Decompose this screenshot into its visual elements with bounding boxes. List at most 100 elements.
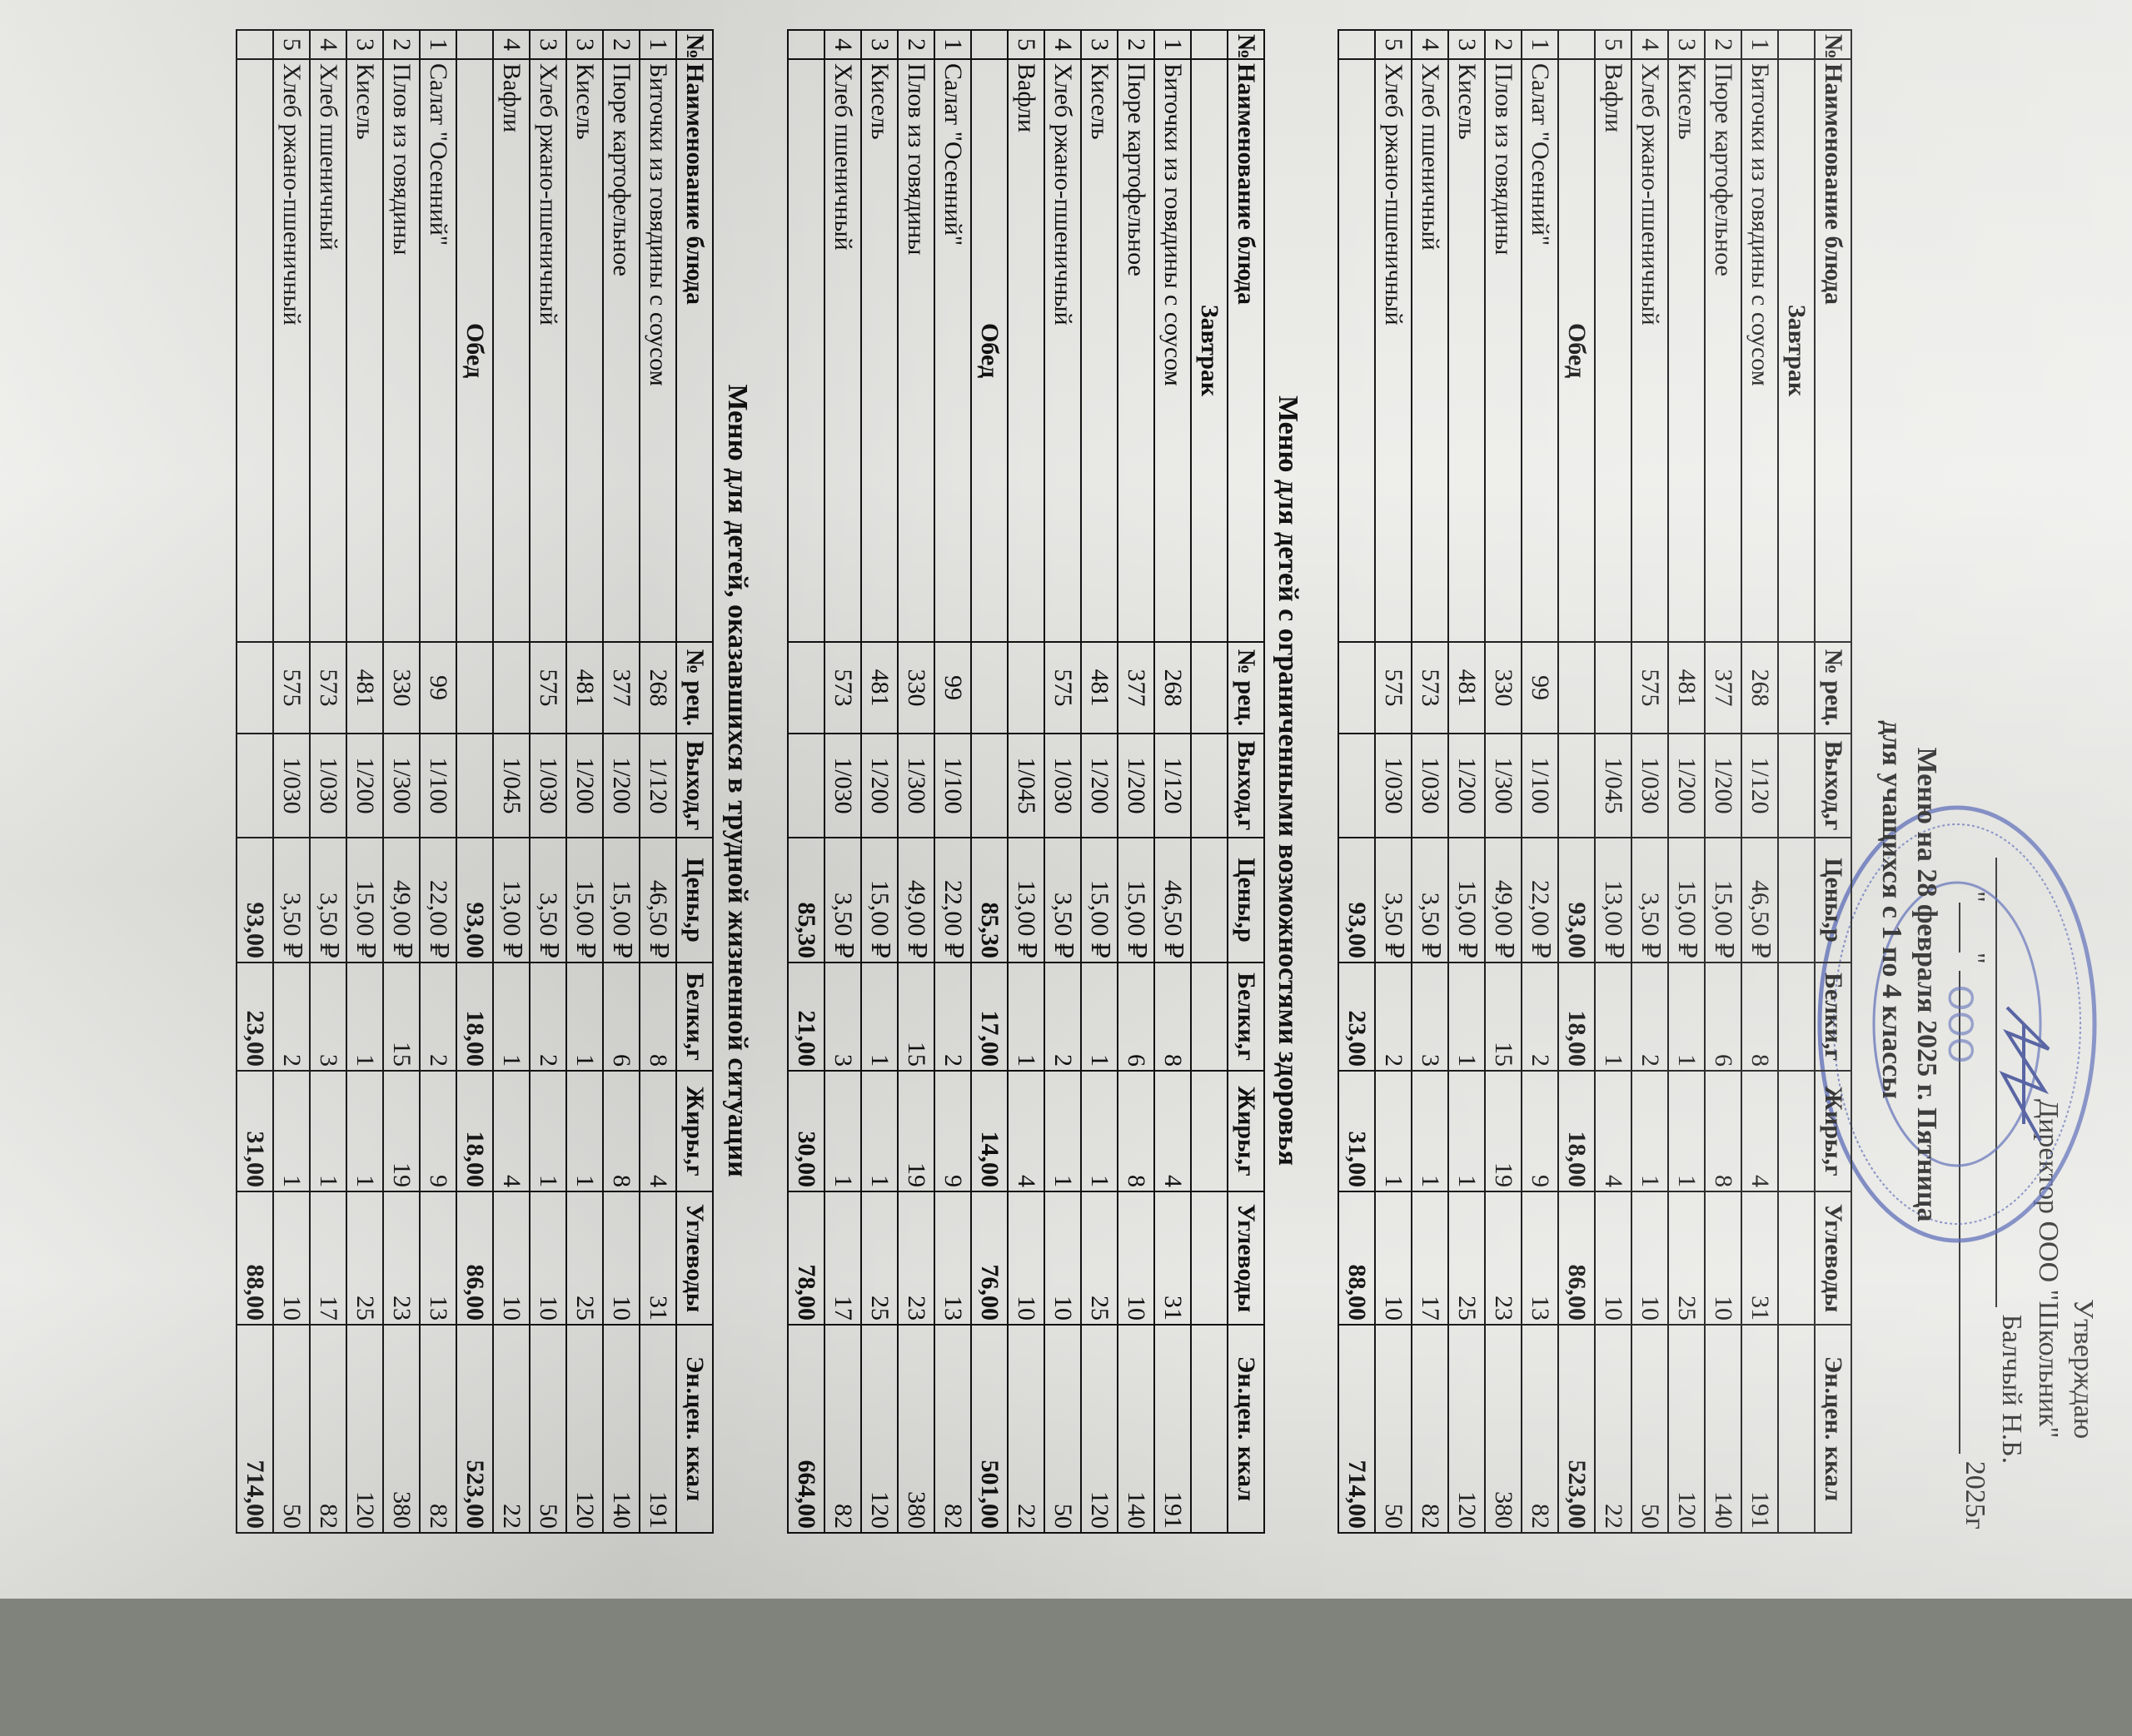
cell-fats: 14,00 bbox=[971, 1071, 1008, 1191]
cell-proteins bbox=[1778, 963, 1815, 1071]
table-row: 5 Вафли 1/045 13,00 ₽1 4 10 22 bbox=[1008, 30, 1044, 1533]
cell-fats: 4 bbox=[1008, 1071, 1044, 1191]
table-row: 2 Пюре картофельное 377 1/200 15,00 ₽6 8 10 140 bbox=[1118, 30, 1154, 1533]
cell-proteins: 8 bbox=[1154, 963, 1191, 1071]
cell-dish-name: Кисель bbox=[1081, 59, 1118, 642]
table-row: 1 Салат "Осенний" 99 1/100 22,00 ₽2 9 13 82 bbox=[1522, 30, 1558, 1533]
cell-proteins: 2 bbox=[420, 963, 456, 1071]
table-row: 5 Хлеб ржано-пшеничный 575 1/030 3,50 ₽2 1 10 5… bbox=[1375, 30, 1412, 1533]
cell-energy: 50 bbox=[530, 1325, 566, 1533]
cell-price: 3,50 ₽ bbox=[1631, 838, 1668, 963]
cell-fats: 1 bbox=[1631, 1071, 1668, 1191]
cell-price: 15,00 ₽ bbox=[1448, 838, 1485, 963]
cell-dish-name: Хлеб пшеничный bbox=[1412, 59, 1448, 642]
cell-energy bbox=[1778, 1325, 1815, 1533]
cell-proteins: 2 bbox=[273, 963, 310, 1071]
cell-carbs: 25 bbox=[1668, 1191, 1705, 1325]
cell-recipe-number bbox=[1595, 642, 1631, 734]
cell-proteins: 15 bbox=[1485, 963, 1522, 1071]
cell-portion: 1/030 bbox=[1044, 734, 1081, 838]
cell-fats: 19 bbox=[898, 1071, 934, 1191]
cell-recipe-number: 573 bbox=[310, 642, 346, 734]
cell-carbs: 23 bbox=[383, 1191, 420, 1325]
column-header-price: Цены,р bbox=[1815, 838, 1851, 963]
total-row: 93,00 23,00 31,00 88,00 714,00 bbox=[1338, 30, 1375, 1533]
cell-fats: 8 bbox=[603, 1071, 640, 1191]
approval-year: 2025г bbox=[1960, 1460, 1990, 1530]
svg-text:ООО: ООО bbox=[1940, 985, 1979, 1063]
cell-carbs: 86,00 bbox=[1558, 1191, 1595, 1325]
cell-carbs: 10 bbox=[603, 1191, 640, 1325]
cell-portion: 1/045 bbox=[1008, 734, 1044, 838]
menu-table: № Наименование блюда № рец. Выход,г Цены,р Бе… bbox=[236, 29, 714, 1534]
cell-energy: 82 bbox=[420, 1325, 456, 1533]
cell-recipe-number: 377 bbox=[603, 642, 640, 734]
cell-portion: 1/200 bbox=[603, 734, 640, 838]
cell-energy: 501,00 bbox=[971, 1325, 1008, 1533]
cell-number: 5 bbox=[1375, 30, 1412, 59]
cell-fats: 1 bbox=[1668, 1071, 1705, 1191]
column-header-recipe-number: № рец. bbox=[1228, 642, 1264, 734]
cell-price: 22,00 ₽ bbox=[420, 838, 456, 963]
cell-carbs: 31 bbox=[1741, 1191, 1778, 1325]
cell-price: 49,00 ₽ bbox=[1485, 838, 1522, 963]
table-row: 3 Кисель 481 1/200 15,00 ₽1 1 25 120 bbox=[1668, 30, 1705, 1533]
cell-portion: 1/030 bbox=[1412, 734, 1448, 838]
column-header-portion: Выход,г bbox=[676, 734, 713, 838]
menu-subtitle: для учащихся с 1 по 4 классы bbox=[1876, 720, 1907, 1099]
cell-fats: 18,00 bbox=[1558, 1071, 1595, 1191]
cell-carbs: 10 bbox=[1118, 1191, 1154, 1325]
cell-recipe-number: 481 bbox=[861, 642, 898, 734]
cell-number: 4 bbox=[824, 30, 861, 59]
cell-recipe-number: 377 bbox=[1705, 642, 1741, 734]
cell-energy: 140 bbox=[1705, 1325, 1741, 1533]
section-row: Обед 85,30 17,00 14,00 76,00 501,00 bbox=[971, 30, 1008, 1533]
cell-dish-name: Обед bbox=[456, 59, 493, 642]
cell-carbs: 23 bbox=[898, 1191, 934, 1325]
cell-fats: 1 bbox=[273, 1071, 310, 1191]
column-header-recipe-number: № рец. bbox=[676, 642, 713, 734]
column-header-portion: Выход,г bbox=[1228, 734, 1264, 838]
cell-portion: 1/200 bbox=[1668, 734, 1705, 838]
cell-number: 1 bbox=[640, 30, 676, 59]
cell-recipe-number: 575 bbox=[530, 642, 566, 734]
cell-price: 93,00 bbox=[456, 838, 493, 963]
cell-energy: 120 bbox=[861, 1325, 898, 1533]
cell-number: 2 bbox=[898, 30, 934, 59]
cell-price: 15,00 ₽ bbox=[603, 838, 640, 963]
cell-fats: 4 bbox=[640, 1071, 676, 1191]
cell-number: 3 bbox=[346, 30, 383, 59]
section-row: Завтрак bbox=[1191, 30, 1228, 1533]
cell-dish-name: Пюре картофельное bbox=[603, 59, 640, 642]
cell-energy: 714,00 bbox=[237, 1325, 273, 1533]
director-signature bbox=[1999, 1006, 2050, 1142]
cell-price: 85,30 bbox=[788, 838, 824, 963]
table-row: 3 Хлеб ржано-пшеничный 575 1/030 3,50 ₽2 1 10 5… bbox=[530, 30, 566, 1533]
cell-number: 3 bbox=[530, 30, 566, 59]
cell-dish-name: Плов из говядины bbox=[898, 59, 934, 642]
cell-proteins: 2 bbox=[1375, 963, 1412, 1071]
table-row: 4 Хлеб пшеничный 573 1/030 3,50 ₽3 1 17 82 bbox=[824, 30, 861, 1533]
table-header-row: № Наименование блюда № рец. Выход,г Цены,р Бе… bbox=[676, 30, 713, 1533]
cell-recipe-number bbox=[237, 642, 273, 734]
cell-portion: 1/030 bbox=[1375, 734, 1412, 838]
cell-price: 15,00 ₽ bbox=[1081, 838, 1118, 963]
cell-price: 15,00 ₽ bbox=[1668, 838, 1705, 963]
cell-price: 49,00 ₽ bbox=[383, 838, 420, 963]
table-row: 3 Кисель 481 1/200 15,00 ₽1 1 25 120 bbox=[566, 30, 603, 1533]
cell-portion: 1/200 bbox=[1448, 734, 1485, 838]
column-header-proteins: Белки,г bbox=[1815, 963, 1851, 1071]
cell-energy: 664,00 bbox=[788, 1325, 824, 1533]
cell-recipe-number: 575 bbox=[1631, 642, 1668, 734]
cell-portion: 1/045 bbox=[1595, 734, 1631, 838]
column-header-proteins: Белки,г bbox=[1228, 963, 1264, 1071]
cell-proteins: 1 bbox=[1081, 963, 1118, 1071]
approve-label: Утверждаю bbox=[2068, 1299, 2099, 1440]
column-header-recipe-number: № рец. bbox=[1815, 642, 1851, 734]
cell-carbs: 17 bbox=[824, 1191, 861, 1325]
cell-proteins: 3 bbox=[824, 963, 861, 1071]
cell-energy: 120 bbox=[566, 1325, 603, 1533]
cell-price: 15,00 ₽ bbox=[346, 838, 383, 963]
cell-dish-name: Вафли bbox=[1008, 59, 1044, 642]
cell-energy: 50 bbox=[1044, 1325, 1081, 1533]
